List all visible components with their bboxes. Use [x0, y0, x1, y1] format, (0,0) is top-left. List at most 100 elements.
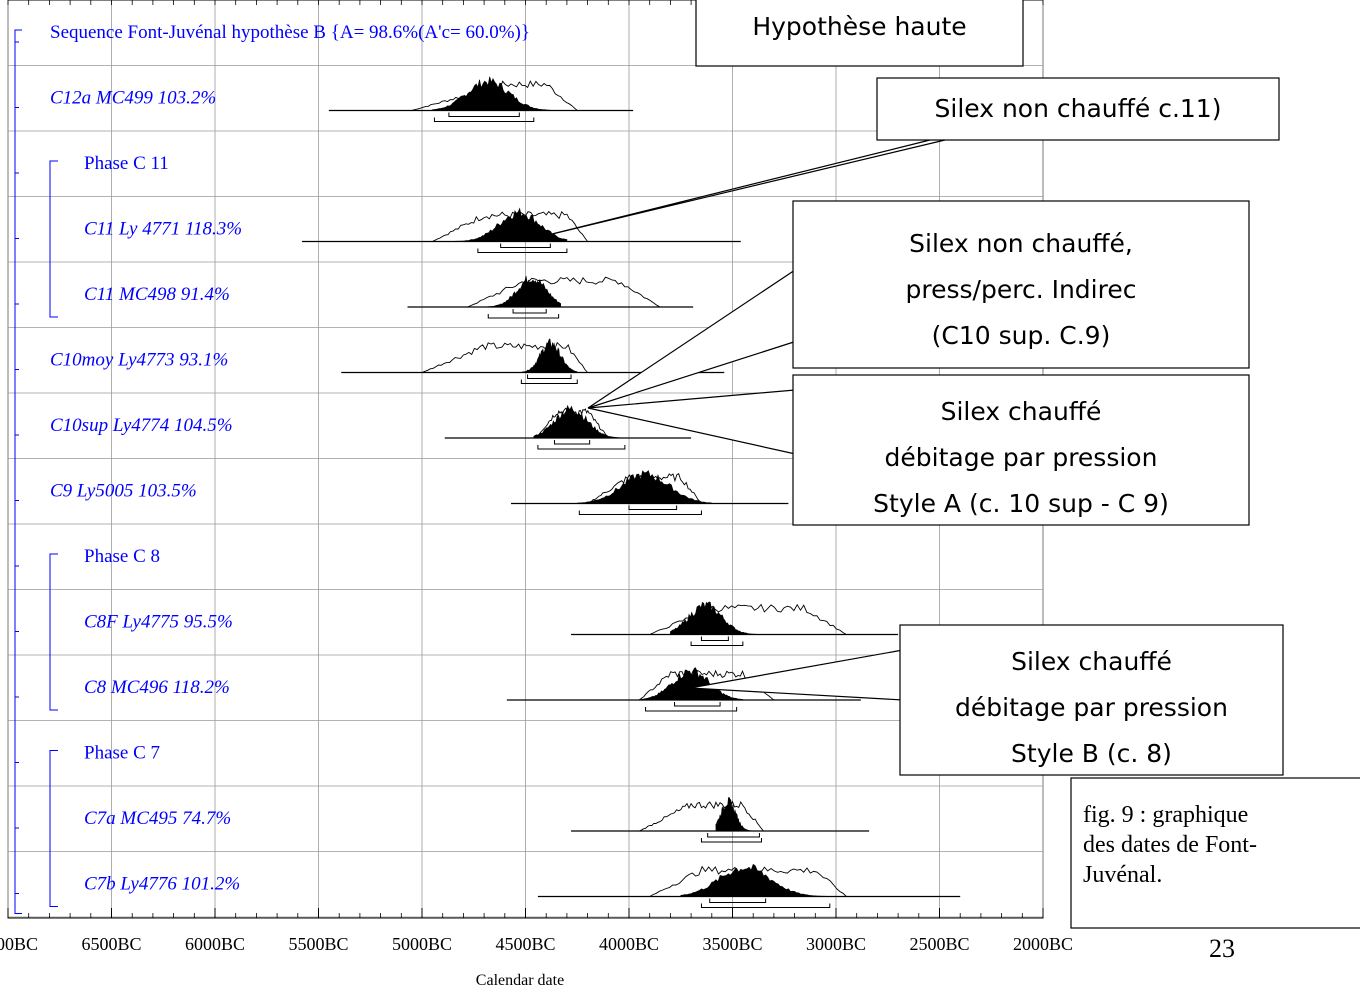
- range-bracket: [500, 243, 551, 248]
- phase-label: Phase C 8: [84, 546, 160, 567]
- posterior-distribution: [533, 404, 626, 439]
- row-date: C12a MC499 103.2%: [50, 76, 634, 122]
- range-bracket: [645, 707, 738, 712]
- range-bracket: [537, 445, 626, 450]
- phase-bracket: [49, 553, 58, 711]
- callout-line: débitage par pression: [955, 693, 1228, 722]
- posterior-distribution: [431, 76, 551, 111]
- callout-line: Silex non chauffé c.11): [935, 94, 1222, 123]
- x-tick-label: 5500BC: [288, 934, 348, 954]
- row-sequence: Sequence Font-Juvénal hypothèse B {A= 98…: [50, 22, 530, 43]
- callout-box: Silex non chauffé, press/perc. Indirec (C1…: [792, 200, 1250, 369]
- posterior-distribution: [715, 797, 758, 832]
- row-phase: Phase C 7: [84, 743, 160, 764]
- row-date: C8 MC496 118.2%: [84, 667, 861, 712]
- range-bracket: [487, 314, 560, 319]
- range-bracket: [690, 641, 744, 646]
- figure-caption: fig. 9 : graphique des dates de Font- Juvé…: [1070, 777, 1360, 929]
- prior-distribution: [639, 800, 764, 832]
- callout-frame: [899, 624, 1284, 776]
- range-bracket: [553, 440, 591, 445]
- range-bracket: [707, 833, 760, 838]
- prior-distribution: [467, 276, 661, 308]
- x-tick-label: 5000BC: [392, 934, 452, 954]
- range-bracket: [578, 510, 702, 515]
- row-date: C10sup Ly4774 104.5%: [50, 404, 692, 450]
- range-bracket: [512, 309, 547, 314]
- x-axis-ticks: 7000BC 6500BC 6000BC 5500BC 5000BC 4500BC 4000…: [0, 0, 1073, 954]
- date-label: C8 MC496 118.2%: [84, 677, 230, 698]
- row-date: C10moy Ly4773 93.1%: [50, 338, 725, 384]
- posterior-distribution: [576, 470, 713, 504]
- range-bracket: [477, 248, 568, 253]
- data-rows: Sequence Font-Juvénal hypothèse B {A= 98…: [50, 22, 961, 908]
- callout-pointer: [689, 649, 904, 701]
- callout-line: Hypothèse haute: [752, 12, 966, 41]
- phase-bracket: [49, 750, 58, 907]
- range-bracket: [527, 374, 572, 379]
- date-label: C11 MC498 91.4%: [84, 284, 230, 305]
- x-axis-title: Calendar date: [476, 972, 564, 989]
- sequence-bracket: [14, 29, 22, 914]
- callout-box: Silex chauffé débitage par pression Style …: [792, 374, 1250, 526]
- x-tick-label: 6000BC: [185, 934, 245, 954]
- x-tick-label: 3500BC: [702, 934, 762, 954]
- page-number: 23: [1209, 934, 1235, 963]
- date-label: C7b Ly4776 101.2%: [84, 874, 240, 895]
- range-bracket: [700, 636, 729, 641]
- callout-line: Style B (c. 8): [1011, 739, 1172, 768]
- prior-distribution: [421, 341, 589, 373]
- row-date: C11 MC498 91.4%: [84, 276, 694, 319]
- range-bracket: [709, 898, 767, 903]
- caption-line: fig. 9 : graphique: [1083, 802, 1248, 828]
- x-tick-label: 4500BC: [495, 934, 555, 954]
- row-date: C11 Ly 4771 118.3%: [84, 207, 741, 253]
- range-bracket: [628, 505, 678, 510]
- range-bracket: [520, 379, 578, 384]
- date-label: C12a MC499 103.2%: [50, 88, 216, 109]
- callout-line: press/perc. Indirec: [906, 275, 1137, 304]
- caption-frame: [1070, 777, 1360, 929]
- row-date: C7b Ly4776 101.2%: [84, 863, 961, 908]
- row-date: C8F Ly4775 95.5%: [84, 601, 899, 646]
- posterior-distribution: [521, 338, 578, 373]
- grid-lines: [7, 0, 1044, 918]
- x-tick-label: 6500BC: [81, 934, 141, 954]
- caption-line: des dates de Font-: [1083, 832, 1257, 858]
- callout-line: Silex chauffé: [941, 397, 1102, 426]
- callout-pointer: [547, 139, 946, 236]
- date-label: C10moy Ly4773 93.1%: [50, 350, 228, 371]
- callout-box: Silex chauffé débitage par pression Style …: [899, 624, 1284, 776]
- callout-line: Style A (c. 10 sup - C 9): [873, 489, 1169, 518]
- date-label: C11 Ly 4771 118.3%: [84, 219, 242, 240]
- caption-line: Juvénal.: [1083, 862, 1162, 888]
- callout-frame: [792, 200, 1250, 369]
- phase-label: Phase C 7: [84, 743, 160, 764]
- posterior-distribution: [479, 276, 562, 308]
- range-bracket: [700, 903, 831, 908]
- date-label: C8F Ly4775 95.5%: [84, 612, 233, 633]
- callout-line: (C10 sup. C.9): [932, 321, 1111, 350]
- range-bracket: [433, 117, 535, 122]
- x-tick-label: 2000BC: [1013, 934, 1073, 954]
- row-phase: Phase C 8: [84, 546, 160, 567]
- range-bracket: [448, 112, 520, 117]
- date-label: C10sup Ly4774 104.5%: [50, 415, 233, 436]
- callout-pointer: [587, 389, 801, 456]
- callout-frame: [876, 77, 1280, 141]
- x-tick-label: 4000BC: [599, 934, 659, 954]
- date-label: C9 Ly5005 103.5%: [50, 481, 197, 502]
- callout-line: Silex non chauffé,: [909, 229, 1133, 258]
- row-phase: Phase C 11: [84, 153, 169, 174]
- posterior-distribution: [680, 863, 827, 897]
- row-date: C7a MC495 74.7%: [84, 797, 870, 843]
- range-bracket: [674, 702, 721, 707]
- date-label: C7a MC495 74.7%: [84, 808, 231, 829]
- callouts: Hypothèse haute Silex non chauffé c.11) Si…: [695, 0, 1284, 776]
- sequence-label: Sequence Font-Juvénal hypothèse B {A= 98…: [50, 22, 530, 43]
- callout-frame: [792, 374, 1250, 526]
- callout-pointer: [587, 269, 801, 409]
- range-bracket: [700, 838, 762, 843]
- callout-box: Hypothèse haute: [695, 0, 1024, 67]
